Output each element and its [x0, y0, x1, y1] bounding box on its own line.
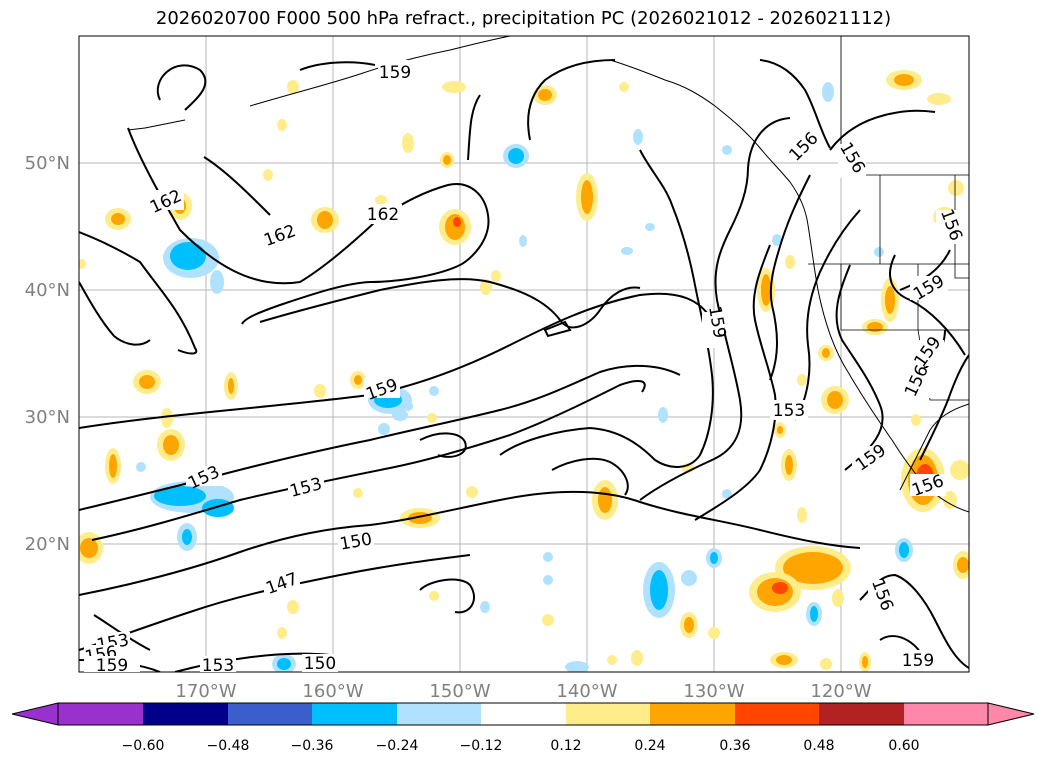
colorbar-tick-label: 0.60: [888, 738, 919, 754]
colorbar-segment: [650, 703, 735, 725]
colorbar-tick-label: −0.48: [207, 738, 250, 754]
map-frame: [78, 35, 970, 673]
contour-label: 159: [902, 651, 934, 671]
colorbar-extend-high: [988, 703, 1034, 725]
colorbar-extend-low: [12, 703, 58, 725]
colorbar: −0.60 −0.48 −0.36 −0.24 −0.12 0.12 0.24 …: [11, 702, 1035, 754]
colorbar-tick-label: −0.36: [291, 738, 334, 754]
lat-label: 50°N: [25, 153, 70, 174]
colorbar-tick-label: 0.12: [550, 738, 581, 754]
contour-label: 153: [773, 401, 805, 421]
colorbar-segment: [397, 703, 481, 725]
colorbar-tick-label: −0.12: [460, 738, 503, 754]
contour-label: 159: [96, 656, 128, 676]
contour-label: 150: [304, 654, 336, 674]
colorbar-segment: [819, 703, 904, 725]
lat-label: 40°N: [25, 280, 70, 301]
colorbar-segment: [228, 703, 312, 725]
colorbar-segment: [566, 703, 650, 725]
lon-label: 150°W: [429, 681, 490, 702]
lon-label: 130°W: [683, 681, 744, 702]
colorbar-segment: [735, 703, 819, 725]
lon-label: 120°W: [810, 681, 871, 702]
lon-label: 140°W: [556, 681, 617, 702]
contour-label: 153: [202, 656, 234, 676]
lat-label: 30°N: [25, 407, 70, 428]
colorbar-tick-labels: −0.60 −0.48 −0.36 −0.24 −0.12 0.12 0.24 …: [122, 738, 920, 754]
precip-positive-patches: [79, 70, 969, 672]
colorbar-segment: [58, 703, 143, 725]
colorbar-tick-label: 0.36: [719, 738, 750, 754]
latitude-labels: 50°N 40°N 30°N 20°N: [25, 153, 70, 555]
colorbar-segment: [312, 703, 397, 725]
lon-label: 170°W: [175, 681, 236, 702]
colorbar-tick-label: −0.60: [122, 738, 165, 754]
contour-label: 159: [379, 63, 411, 83]
colorbar-segment: [143, 703, 228, 725]
colorbar-segment: [904, 703, 988, 725]
longitude-labels: 170°W 160°W 150°W 140°W 130°W 120°W: [175, 681, 871, 702]
lat-label: 20°N: [25, 534, 70, 555]
colorbar-tick-label: −0.24: [376, 738, 419, 754]
colorbar-tick-label: 0.48: [803, 738, 834, 754]
colorbar-segment: [481, 703, 566, 725]
map-title: 2026020700 F000 500 hPa refract., precip…: [155, 8, 892, 29]
contour-label: 162: [367, 205, 399, 225]
colorbar-tick-label: 0.24: [634, 738, 665, 754]
lon-label: 160°W: [302, 681, 363, 702]
